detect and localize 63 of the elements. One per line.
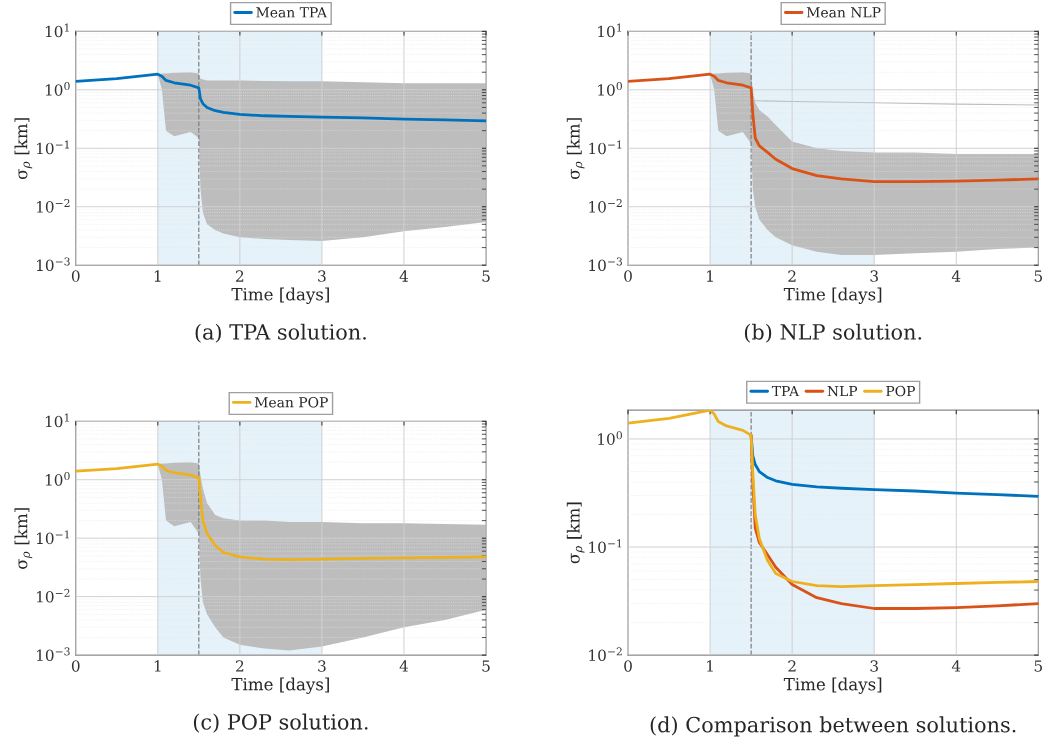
y-tick-label: 10$^{0}$	[45, 82, 70, 96]
x-tick-label: 1	[707, 270, 713, 282]
y-tick-label: 10$^{0}$	[45, 471, 70, 486]
text: (a) TPA solution.	[195, 323, 366, 343]
x-tick-label: 3	[318, 270, 326, 282]
x-axis-title: Time [days]	[231, 287, 329, 304]
x-tick-label: 2	[788, 660, 796, 672]
text: (d) Comparison between solutions.	[650, 716, 1016, 737]
y-tick-label: 10$^{−3}$	[37, 257, 70, 272]
x-axis-title: Time [days]	[783, 677, 882, 694]
legend-label: Mean TPA	[256, 7, 328, 18]
y-tick-label: 10$^{−3}$	[37, 647, 70, 662]
y-tick-label: 10$^{1}$	[598, 23, 622, 38]
y-tick-label: 10$^{−3}$	[589, 257, 622, 272]
y-tick-label: 10$^{0}$	[598, 431, 622, 445]
line-series	[628, 72, 1039, 183]
x-tick-label: 0	[71, 660, 80, 672]
x-tick-label: 4	[399, 660, 409, 672]
legend-label: Mean POP	[254, 397, 328, 408]
x-tick-label: 0	[624, 660, 632, 672]
x-tick-label: 1	[707, 660, 713, 672]
y-tick-label: 10$^{1}$	[45, 413, 69, 428]
y-axis-title: σ$_{ρ}$ [km]	[14, 508, 33, 569]
x-tick-label: 5	[1034, 660, 1043, 672]
x-axis-title: Time [days]	[231, 677, 329, 694]
x-tick-label: 4	[951, 660, 961, 672]
y-tick-label: 10$^{−1}$	[589, 140, 622, 155]
x-tick-label: 3	[870, 270, 878, 282]
x-tick-label: 4	[951, 270, 961, 282]
x-tick-label: 5	[482, 660, 490, 672]
text: (b) NLP solution.	[744, 323, 922, 343]
y-tick-label: 10$^{−2}$	[589, 647, 622, 662]
x-tick-label: 5	[482, 270, 490, 282]
y-tick-label: 10$^{−2}$	[37, 588, 70, 603]
x-axis-title: Time [days]	[783, 287, 882, 304]
legend-label: POP	[886, 385, 915, 397]
y-tick-label: 10$^{−1}$	[37, 140, 69, 155]
x-tick-label: 1	[154, 270, 161, 282]
legend-label: NLP	[827, 385, 858, 397]
y-axis-title: σ$_{ρ}$ [km]	[14, 118, 33, 180]
y-tick-label: 10$^{−2}$	[589, 198, 622, 213]
x-tick-label: 5	[1034, 270, 1043, 282]
legend-label: Mean NLP	[806, 7, 881, 18]
x-tick-label: 2	[788, 270, 796, 282]
y-axis-title: σ$_{ρ}$ [km]	[566, 118, 585, 180]
line-series	[75, 72, 487, 123]
y-tick-label: 10$^{−1}$	[37, 530, 69, 545]
x-tick-label: 3	[870, 660, 878, 672]
x-tick-label: 0	[624, 270, 632, 282]
text: (c) POP solution.	[193, 713, 368, 733]
line-series	[75, 462, 487, 562]
x-tick-label: 1	[154, 660, 161, 672]
y-tick-label: 10$^{−1}$	[589, 539, 622, 553]
legend-label: TPA	[771, 385, 800, 397]
y-tick-label: 10$^{−2}$	[37, 198, 70, 213]
x-tick-label: 3	[318, 660, 326, 672]
x-tick-label: 2	[236, 660, 244, 672]
x-tick-label: 4	[399, 270, 409, 282]
y-axis-title: σ$_{ρ}$ [km]	[566, 502, 585, 564]
x-tick-label: 0	[71, 270, 80, 282]
x-tick-label: 2	[236, 270, 244, 282]
y-tick-label: 10$^{1}$	[45, 23, 69, 38]
y-tick-label: 10$^{0}$	[598, 82, 622, 96]
